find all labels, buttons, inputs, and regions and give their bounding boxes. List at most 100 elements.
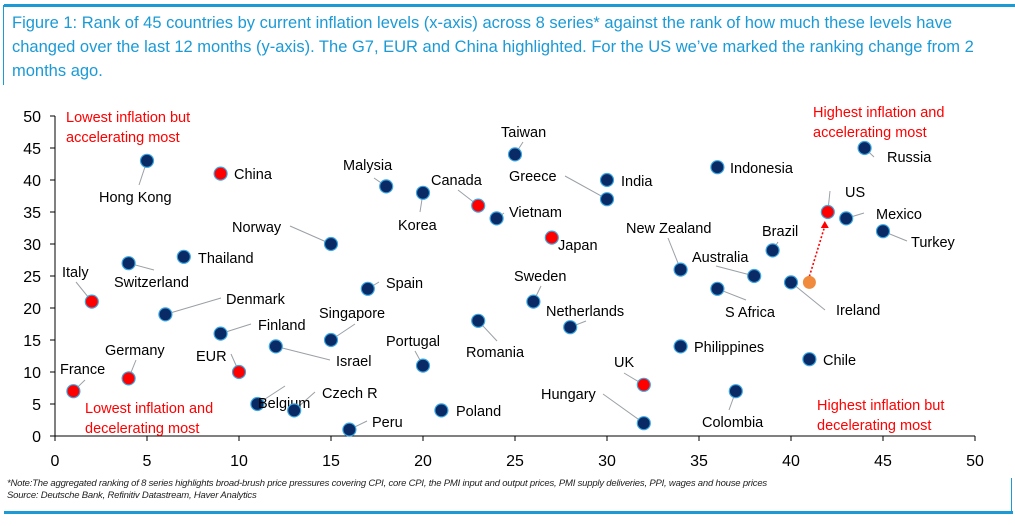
point-label: Israel <box>336 354 371 370</box>
point-label: Czech R <box>322 386 378 402</box>
data-point-new-zealand <box>673 262 688 277</box>
point-label: Denmark <box>226 292 286 308</box>
point-label: Indonesia <box>730 161 794 177</box>
quadrant-label-bottom-left: Lowest inflation and <box>85 401 213 417</box>
x-tick-label: 35 <box>690 453 708 470</box>
footnote: *Note:The aggregated ranking of 8 series… <box>7 478 767 502</box>
point-label: Vietnam <box>509 205 562 221</box>
point-label: Korea <box>398 218 438 234</box>
leader-line <box>165 297 222 315</box>
x-tick-label: 0 <box>51 453 60 470</box>
x-tick-label: 30 <box>598 453 616 470</box>
frame-top-border <box>4 4 1015 7</box>
point-label: Thailand <box>198 251 254 267</box>
y-tick-label: 15 <box>23 333 41 350</box>
footnote-source: Source: Deutsche Bank, Refinitiv Datastr… <box>7 490 257 501</box>
y-tick-label: 20 <box>23 301 41 318</box>
point-label: Hungary <box>541 387 597 403</box>
us-change-arrow <box>808 225 826 277</box>
data-point-switzerland <box>121 256 136 271</box>
quadrant-label-top-right: accelerating most <box>813 125 927 141</box>
point-label: Portugal <box>386 334 440 350</box>
point-label: Belgium <box>258 396 310 412</box>
point-label: Colombia <box>702 415 764 431</box>
data-point-japan <box>544 230 559 245</box>
point-label: Spain <box>386 276 423 292</box>
point-label: Australia <box>692 250 749 266</box>
data-point-taiwan <box>507 147 523 162</box>
data-point-chile <box>802 352 817 367</box>
point-label: China <box>234 167 273 183</box>
data-point-italy <box>84 294 99 309</box>
point-label: Russia <box>887 150 932 166</box>
data-point-hong-kong <box>139 153 155 168</box>
footnote-note: *Note:The aggregated ranking of 8 series… <box>7 478 767 489</box>
point-label: Turkey <box>911 235 956 251</box>
x-tick-label: 20 <box>414 453 432 470</box>
data-point-portugal <box>415 358 431 373</box>
data-point-canada <box>471 198 486 213</box>
point-label: Mexico <box>876 207 922 223</box>
point-label: Hong Kong <box>99 190 172 206</box>
data-point-china <box>213 166 228 181</box>
data-point-norway <box>323 236 339 252</box>
y-tick-label: 45 <box>23 141 41 158</box>
point-label: Ireland <box>836 303 880 319</box>
point-label: Malysia <box>343 158 393 174</box>
point-label: Greece <box>509 169 557 185</box>
data-point-belgium <box>250 396 265 412</box>
data-point-korea <box>415 185 431 200</box>
point-label: Germany <box>105 343 165 359</box>
data-point-netherlands <box>563 320 578 335</box>
point-label: Brazil <box>762 224 798 240</box>
figure-title: Figure 1: Rank of 45 countries by curren… <box>12 14 974 80</box>
data-point-romania <box>471 313 486 328</box>
quadrant-label-bottom-right: decelerating most <box>817 418 931 434</box>
point-label: Italy <box>62 265 89 281</box>
point-label: S Africa <box>725 305 776 321</box>
data-point-colombia <box>728 384 743 399</box>
leader-line <box>564 175 608 200</box>
data-point-india <box>599 172 615 188</box>
quadrant-label-top-left: Lowest inflation but <box>66 110 190 126</box>
data-point-greece <box>599 192 615 207</box>
data-point-czech-r <box>287 403 302 418</box>
data-point-malysia <box>379 179 394 194</box>
leader-line <box>602 393 645 424</box>
data-point-thailand <box>176 249 191 264</box>
quadrant-label-bottom-right: Highest inflation but <box>817 398 944 414</box>
point-label: Chile <box>823 353 856 369</box>
data-point-sweden <box>526 294 541 309</box>
frame-bottom-border <box>4 511 1013 514</box>
point-label: US <box>845 185 865 201</box>
data-point-uk <box>636 377 651 392</box>
y-tick-label: 35 <box>23 205 41 222</box>
y-tick-label: 40 <box>23 173 41 190</box>
x-tick-label: 5 <box>143 453 152 470</box>
data-point-vietnam <box>489 211 504 226</box>
data-point-turkey <box>875 224 891 239</box>
x-tick-label: 15 <box>322 453 340 470</box>
data-point-poland <box>434 403 449 418</box>
data-point-ireland <box>783 275 799 290</box>
quadrant-label-top-left: accelerating most <box>66 130 180 146</box>
point-label: India <box>621 174 653 190</box>
x-tick-label: 50 <box>966 453 984 470</box>
data-point-france <box>66 384 81 399</box>
frame-right-border <box>1011 478 1012 514</box>
x-tick-label: 45 <box>874 453 892 470</box>
y-tick-label: 30 <box>23 237 41 254</box>
data-point-spain <box>360 281 375 296</box>
x-tick-label: 40 <box>782 453 800 470</box>
data-point-mexico <box>839 211 854 226</box>
point-label: Finland <box>258 318 306 334</box>
point-label: New Zealand <box>626 221 711 237</box>
data-point-singapore <box>323 332 339 348</box>
point-label: Canada <box>431 173 483 189</box>
data-point-peru <box>342 422 357 437</box>
us-change-arrowhead <box>820 221 829 228</box>
us-prior-point <box>802 275 816 289</box>
y-tick-label: 0 <box>32 429 41 446</box>
data-point-israel <box>268 339 283 354</box>
